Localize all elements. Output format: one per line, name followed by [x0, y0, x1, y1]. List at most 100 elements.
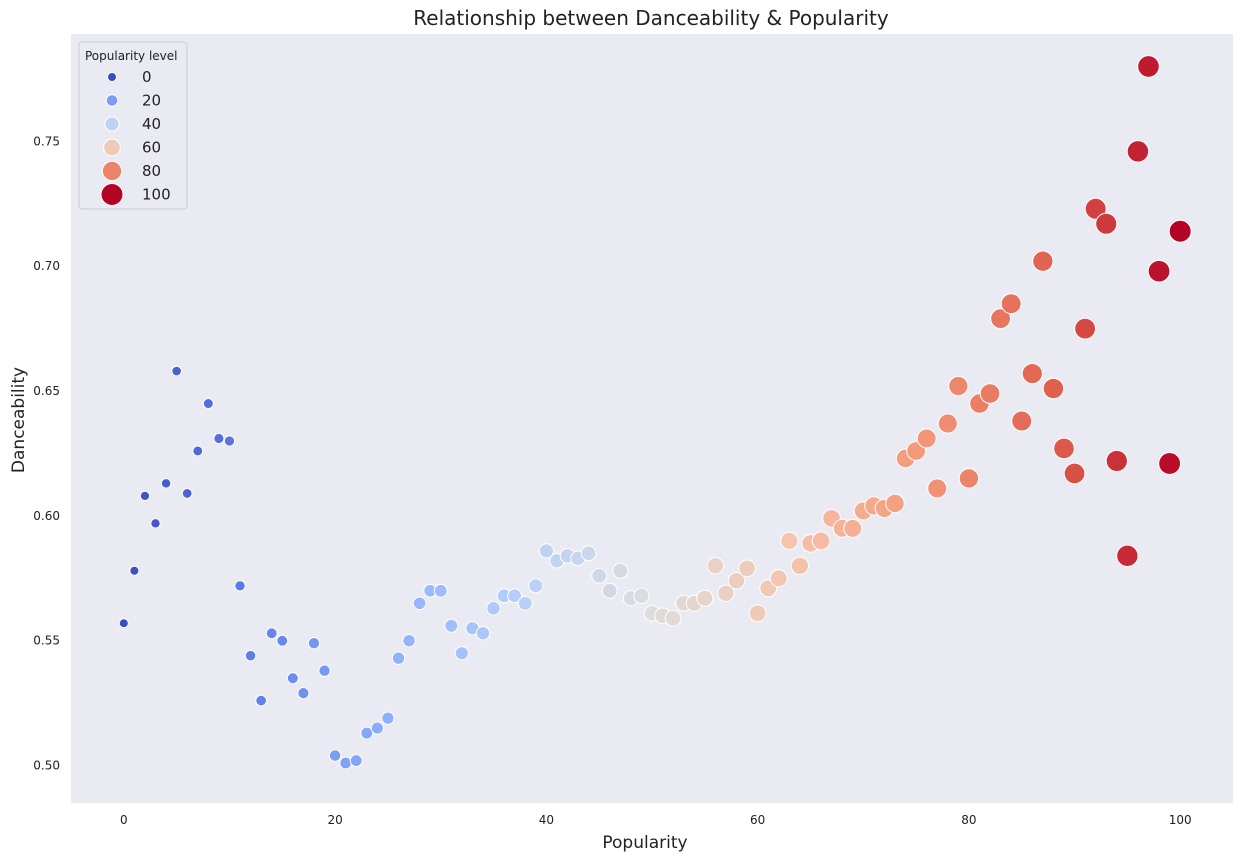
data-point	[129, 565, 140, 576]
data-point	[937, 413, 958, 434]
data-point	[307, 637, 321, 650]
x-axis-title: Popularity	[602, 833, 687, 853]
x-tick-label: 0	[120, 813, 128, 827]
legend-marker	[107, 72, 117, 82]
y-axis-title: Danceability	[9, 367, 29, 473]
data-point	[1074, 317, 1097, 340]
data-point	[1042, 377, 1065, 400]
data-point	[349, 754, 363, 767]
data-point	[1105, 449, 1128, 473]
data-point	[1032, 250, 1054, 272]
data-point	[738, 559, 756, 578]
data-point	[171, 365, 182, 377]
data-point	[181, 488, 193, 499]
y-tick-label: 0.50	[33, 759, 60, 773]
data-point	[843, 518, 863, 538]
data-point	[150, 518, 161, 529]
data-point	[727, 572, 746, 590]
y-tick-label: 0.55	[33, 634, 60, 648]
data-point	[1011, 410, 1033, 432]
y-axis-ticks: 0.50 0.55 0.60 0.65 0.70 0.75	[33, 134, 60, 772]
data-point	[444, 618, 459, 633]
legend-label: 40	[142, 115, 161, 133]
data-point	[1084, 197, 1107, 220]
legend-marker	[100, 183, 124, 206]
x-tick-label: 60	[750, 813, 765, 827]
y-tick-label: 0.60	[33, 509, 60, 523]
chart-title: Relationship between Danceability & Popu…	[413, 6, 889, 30]
y-tick-label: 0.65	[33, 384, 60, 398]
data-point	[1126, 140, 1150, 163]
data-point	[370, 721, 384, 735]
data-point	[244, 649, 257, 662]
data-point	[454, 646, 469, 661]
data-point	[633, 587, 650, 604]
data-point	[706, 557, 725, 575]
data-point	[286, 672, 299, 685]
plot-area	[71, 34, 1233, 803]
data-point	[538, 543, 554, 559]
data-points	[118, 55, 1192, 770]
legend-marker	[103, 138, 121, 157]
data-point	[769, 569, 788, 588]
data-point	[717, 584, 735, 602]
data-point	[790, 556, 810, 575]
data-point	[223, 435, 236, 447]
legend-marker	[101, 160, 123, 182]
data-point	[265, 627, 278, 640]
y-tick-label: 0.75	[33, 134, 60, 148]
data-point	[118, 618, 129, 629]
data-point	[433, 583, 448, 598]
data-point	[601, 582, 618, 599]
legend-label: 20	[142, 92, 161, 110]
legend-title: Popularity level	[85, 49, 177, 63]
data-point	[885, 493, 905, 514]
legend-label: 0	[142, 68, 152, 86]
data-point	[580, 545, 597, 562]
legend-label: 100	[142, 186, 171, 204]
data-point	[748, 604, 767, 623]
legend-marker	[104, 116, 120, 132]
data-point	[339, 756, 353, 770]
data-point	[664, 609, 682, 627]
legend-box	[78, 41, 188, 210]
legend-label: 80	[142, 162, 161, 180]
data-point	[1168, 219, 1192, 243]
data-point	[412, 596, 427, 611]
data-point	[507, 588, 523, 604]
data-point	[1000, 293, 1022, 315]
data-point	[1116, 544, 1139, 567]
data-point	[381, 711, 395, 725]
y-tick-label: 0.70	[33, 259, 60, 273]
data-point	[160, 478, 172, 489]
data-point	[1063, 462, 1086, 485]
data-point	[517, 595, 533, 611]
data-point	[297, 687, 310, 700]
data-point	[591, 567, 608, 584]
data-point	[979, 383, 1001, 404]
data-point	[328, 749, 342, 762]
x-tick-label: 80	[961, 813, 976, 827]
data-point	[234, 580, 246, 592]
data-point	[192, 445, 204, 457]
x-tick-label: 20	[327, 813, 342, 827]
data-point	[811, 531, 831, 551]
data-point	[1158, 452, 1182, 475]
data-point	[213, 432, 225, 445]
legend: Popularity level 0 20 40 60 80 100	[78, 41, 188, 210]
data-point	[696, 589, 714, 607]
data-point	[486, 600, 501, 616]
data-point	[276, 634, 289, 647]
data-point	[139, 490, 151, 502]
data-point	[318, 664, 331, 677]
data-point	[1147, 259, 1171, 283]
x-axis-ticks: 0 20 40 60 80 100	[120, 813, 1192, 827]
data-point	[402, 633, 416, 648]
data-point	[1053, 437, 1075, 460]
data-point	[1021, 362, 1043, 385]
data-point	[958, 468, 980, 489]
legend-label: 60	[142, 139, 161, 157]
data-point	[391, 651, 406, 665]
data-point	[1095, 212, 1118, 235]
